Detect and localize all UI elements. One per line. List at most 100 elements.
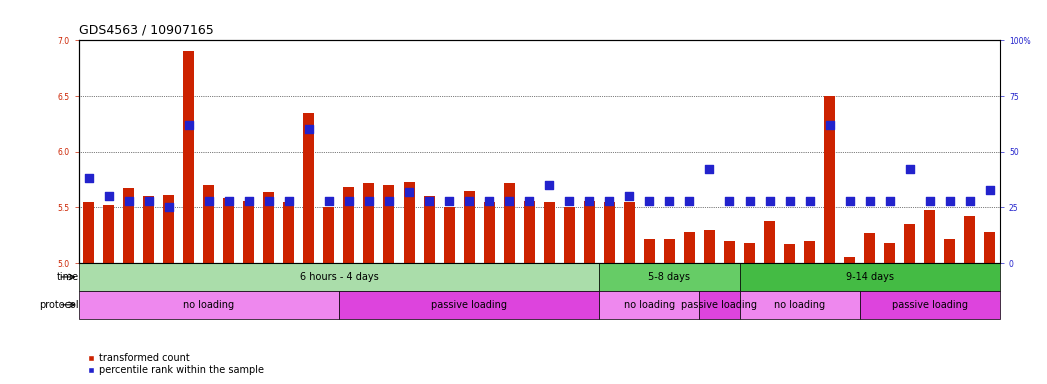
Bar	[83, 202, 94, 263]
Bar	[183, 51, 194, 263]
Point	[701, 166, 718, 172]
Bar	[784, 244, 795, 263]
Bar	[739, 263, 1000, 291]
Bar	[584, 201, 595, 263]
Bar	[444, 207, 454, 263]
Point	[862, 198, 878, 204]
Point	[421, 198, 438, 204]
Point	[220, 198, 237, 204]
Bar	[905, 224, 915, 263]
Point	[641, 198, 658, 204]
Bar	[103, 205, 114, 263]
Bar	[664, 238, 675, 263]
Point	[101, 193, 117, 199]
Point	[241, 198, 258, 204]
Point	[261, 198, 277, 204]
Point	[200, 198, 217, 204]
Bar	[984, 232, 996, 263]
Bar	[524, 201, 535, 263]
Bar	[403, 182, 415, 263]
Bar	[464, 190, 474, 263]
Point	[901, 166, 918, 172]
Text: GDS4563 / 10907165: GDS4563 / 10907165	[79, 23, 214, 36]
Point	[761, 198, 778, 204]
Bar	[860, 291, 1000, 319]
Bar	[684, 232, 695, 263]
Point	[461, 198, 477, 204]
Point	[340, 198, 357, 204]
Point	[941, 198, 958, 204]
Text: 9-14 days: 9-14 days	[846, 272, 894, 282]
Point	[661, 198, 677, 204]
Text: no loading: no loading	[624, 300, 675, 310]
Bar	[925, 210, 935, 263]
Bar	[739, 291, 860, 319]
Bar	[504, 183, 515, 263]
Bar	[124, 189, 134, 263]
Point	[520, 198, 537, 204]
Bar	[599, 291, 699, 319]
Bar	[644, 238, 654, 263]
Point	[381, 198, 398, 204]
Point	[721, 198, 738, 204]
Bar	[824, 96, 836, 263]
Bar	[263, 192, 274, 263]
Bar	[163, 195, 174, 263]
Point	[821, 122, 838, 128]
Point	[921, 198, 938, 204]
Bar	[624, 202, 634, 263]
Text: no loading: no loading	[183, 300, 235, 310]
Bar	[424, 196, 435, 263]
Point	[541, 182, 558, 188]
Point	[621, 193, 638, 199]
Point	[360, 198, 377, 204]
Text: no loading: no loading	[774, 300, 825, 310]
Point	[140, 198, 157, 204]
Point	[561, 198, 578, 204]
Bar	[964, 216, 976, 263]
Bar	[563, 207, 575, 263]
Point	[481, 198, 497, 204]
Point	[601, 198, 618, 204]
Point	[581, 198, 598, 204]
Bar	[604, 202, 615, 263]
Point	[781, 198, 798, 204]
Point	[500, 198, 517, 204]
Point	[300, 126, 317, 132]
Bar	[744, 243, 755, 263]
Bar	[804, 241, 816, 263]
Bar	[284, 202, 294, 263]
Bar	[324, 207, 334, 263]
Point	[401, 189, 418, 195]
Point	[180, 122, 197, 128]
Point	[81, 175, 97, 182]
Bar	[543, 202, 555, 263]
Bar	[864, 233, 875, 263]
Text: 6 hours - 4 days: 6 hours - 4 days	[299, 272, 378, 282]
Point	[801, 198, 818, 204]
Bar	[79, 263, 599, 291]
Legend: transformed count, percentile rank within the sample: transformed count, percentile rank withi…	[84, 349, 268, 379]
Bar	[944, 238, 955, 263]
Bar	[383, 185, 395, 263]
Bar	[484, 202, 494, 263]
Point	[320, 198, 337, 204]
Text: passive loading: passive loading	[682, 300, 757, 310]
Point	[681, 198, 697, 204]
Bar	[304, 113, 314, 263]
Text: protocol: protocol	[39, 300, 79, 310]
Bar	[203, 185, 215, 263]
Bar	[885, 243, 895, 263]
Bar	[243, 201, 254, 263]
Bar	[699, 291, 739, 319]
Bar	[764, 221, 775, 263]
Point	[160, 204, 177, 210]
Text: passive loading: passive loading	[431, 300, 507, 310]
Bar	[143, 196, 154, 263]
Text: passive loading: passive loading	[892, 300, 967, 310]
Bar	[599, 263, 739, 291]
Bar	[844, 257, 855, 263]
Bar	[79, 291, 339, 319]
Bar	[223, 199, 235, 263]
Point	[981, 187, 998, 193]
